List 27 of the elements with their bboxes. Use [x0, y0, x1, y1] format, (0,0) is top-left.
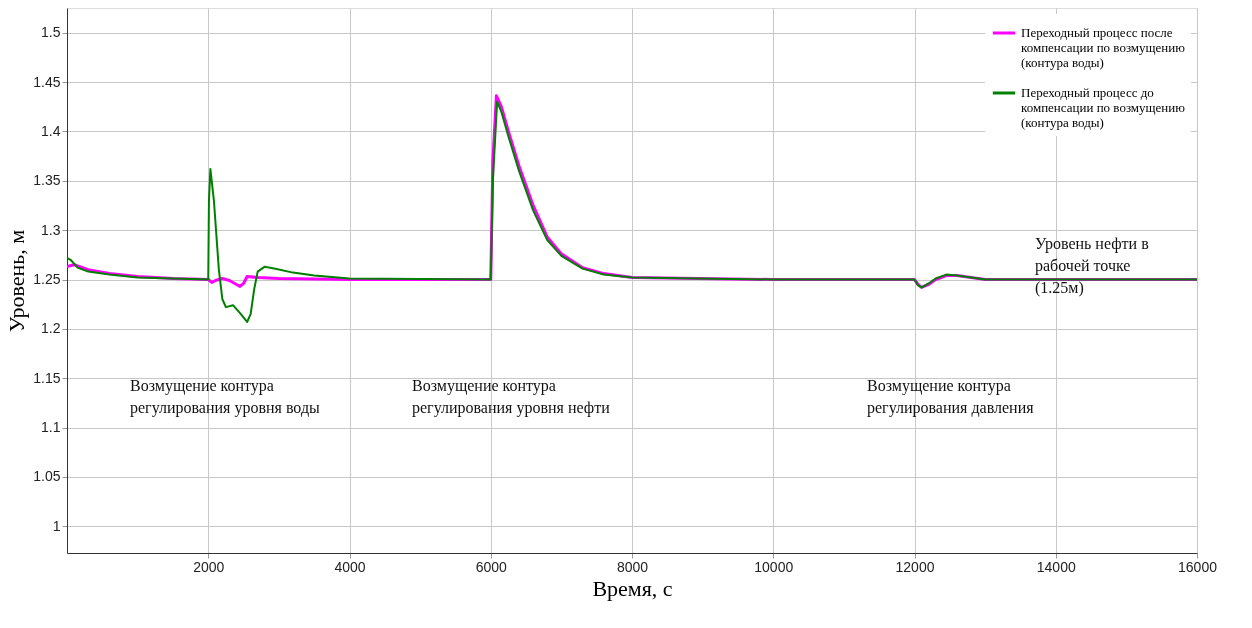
y-tick-label: 1.5	[41, 24, 61, 41]
x-tick-label: 10000	[754, 558, 794, 575]
x-tick-label: 4000	[334, 558, 366, 575]
x-tick-label: 2000	[193, 558, 225, 575]
x-tick-label: 8000	[616, 558, 649, 575]
y-tick-label: 1.1	[41, 419, 61, 436]
legend-label: Переходный процесс после компенсации по возмущению (контура воды)	[1021, 25, 1186, 70]
x-tick-label: 6000	[475, 558, 508, 575]
y-tick-label: 1.2	[41, 320, 61, 337]
y-tick-label: 1.45	[33, 73, 61, 90]
y-tick-label: 1.05	[33, 468, 61, 485]
y-tick-label: 1.3	[41, 221, 61, 238]
x-tick-label: 16000	[1178, 558, 1218, 575]
annotation: Уровень нефти в рабочей точке (1.25м)	[1035, 235, 1150, 297]
annotation: Возмущение контура регулирования уровня нефти	[412, 377, 611, 417]
y-tick-label: 1	[52, 517, 61, 534]
y-tick-label: 1.25	[33, 271, 61, 288]
y-axis-title: Уровень, м	[4, 229, 30, 333]
legend-label: Переходный процесс до компенсации по возмущению (контура воды)	[1021, 85, 1186, 130]
x-tick-label: 14000	[1036, 558, 1076, 575]
x-axis-title: Время, с	[592, 575, 673, 601]
x-tick-label: 12000	[895, 558, 935, 575]
y-tick-label: 1.4	[41, 122, 61, 139]
y-tick-label: 1.35	[33, 172, 61, 189]
annotation: Возмущение контура регулирования давления	[867, 377, 1035, 417]
y-tick-label: 1.15	[33, 369, 61, 386]
annotation: Возмущение контура регулирования уровня воды	[130, 377, 321, 417]
